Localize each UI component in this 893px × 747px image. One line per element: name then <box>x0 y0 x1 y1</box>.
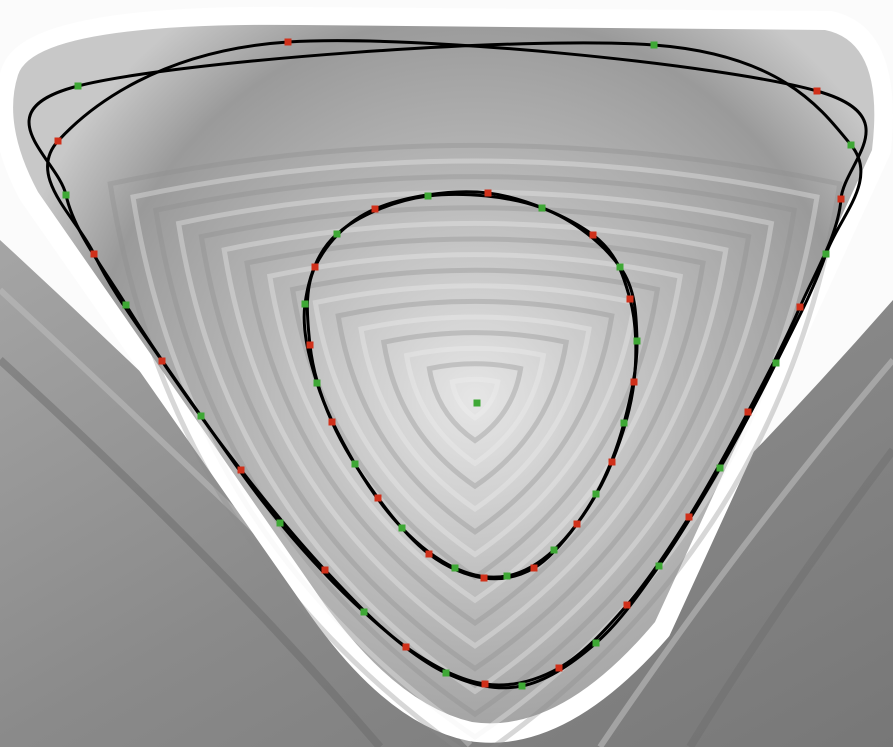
green-marker <box>592 490 600 498</box>
green-marker <box>351 460 359 468</box>
ring <box>312 283 638 558</box>
red-marker <box>623 601 631 609</box>
ring <box>380 330 570 490</box>
red-marker <box>328 418 336 426</box>
green-marker <box>398 524 406 532</box>
red-marker <box>530 564 538 572</box>
green-marker <box>847 141 855 149</box>
green-marker <box>451 564 459 572</box>
red-marker <box>608 458 616 466</box>
ring <box>449 376 501 421</box>
red-marker <box>402 643 410 651</box>
green-marker <box>655 562 663 570</box>
ring <box>221 220 729 649</box>
markers <box>54 38 855 690</box>
green-marker <box>772 359 780 367</box>
ring <box>358 314 592 513</box>
red-marker <box>321 566 329 574</box>
green-marker <box>276 519 284 527</box>
red-marker <box>481 680 489 688</box>
green-marker <box>616 263 624 271</box>
red-marker <box>54 137 62 145</box>
red-marker <box>589 231 597 239</box>
green-marker <box>550 546 558 554</box>
green-marker <box>122 301 130 309</box>
red-marker <box>573 520 581 528</box>
red-marker <box>90 250 98 258</box>
red-marker <box>480 574 488 582</box>
green-marker <box>424 192 432 200</box>
green-marker <box>301 300 309 308</box>
flow-streak <box>686 447 893 747</box>
red-marker <box>284 38 292 46</box>
ring <box>426 361 524 444</box>
vortex-rings <box>107 142 843 747</box>
red-marker <box>158 357 166 365</box>
green-marker <box>822 250 830 258</box>
ring <box>107 142 843 747</box>
green-marker <box>538 204 546 212</box>
red-marker <box>744 408 752 416</box>
flow-streak <box>597 358 893 747</box>
green-marker <box>197 412 205 420</box>
green-marker <box>518 682 526 690</box>
ring <box>289 267 661 581</box>
flow-streak <box>0 357 384 747</box>
red-marker <box>630 378 638 386</box>
vortex-region <box>13 24 875 724</box>
red-marker <box>371 205 379 213</box>
red-marker <box>626 295 634 303</box>
red-marker <box>813 87 821 95</box>
ring <box>244 236 706 627</box>
red-marker <box>306 341 314 349</box>
ring <box>198 205 752 672</box>
red-marker <box>425 550 433 558</box>
green-marker <box>620 419 628 427</box>
green-marker <box>62 191 70 199</box>
green-marker <box>360 608 368 616</box>
red-marker <box>555 664 563 672</box>
green-marker <box>74 82 82 90</box>
ring <box>403 345 547 467</box>
green-marker <box>716 464 724 472</box>
green-marker <box>442 669 450 677</box>
ring <box>335 298 615 535</box>
red-marker <box>837 195 845 203</box>
green-marker <box>333 230 341 238</box>
green-marker <box>313 379 321 387</box>
red-marker <box>237 466 245 474</box>
red-marker <box>796 303 804 311</box>
red-marker <box>685 513 693 521</box>
green-marker <box>650 41 658 49</box>
red-marker <box>311 263 319 271</box>
red-marker <box>484 189 492 197</box>
green-marker <box>503 572 511 580</box>
center-marker <box>473 399 481 407</box>
green-marker <box>633 337 641 345</box>
green-marker <box>592 639 600 647</box>
ring <box>130 158 820 741</box>
red-marker <box>374 494 382 502</box>
